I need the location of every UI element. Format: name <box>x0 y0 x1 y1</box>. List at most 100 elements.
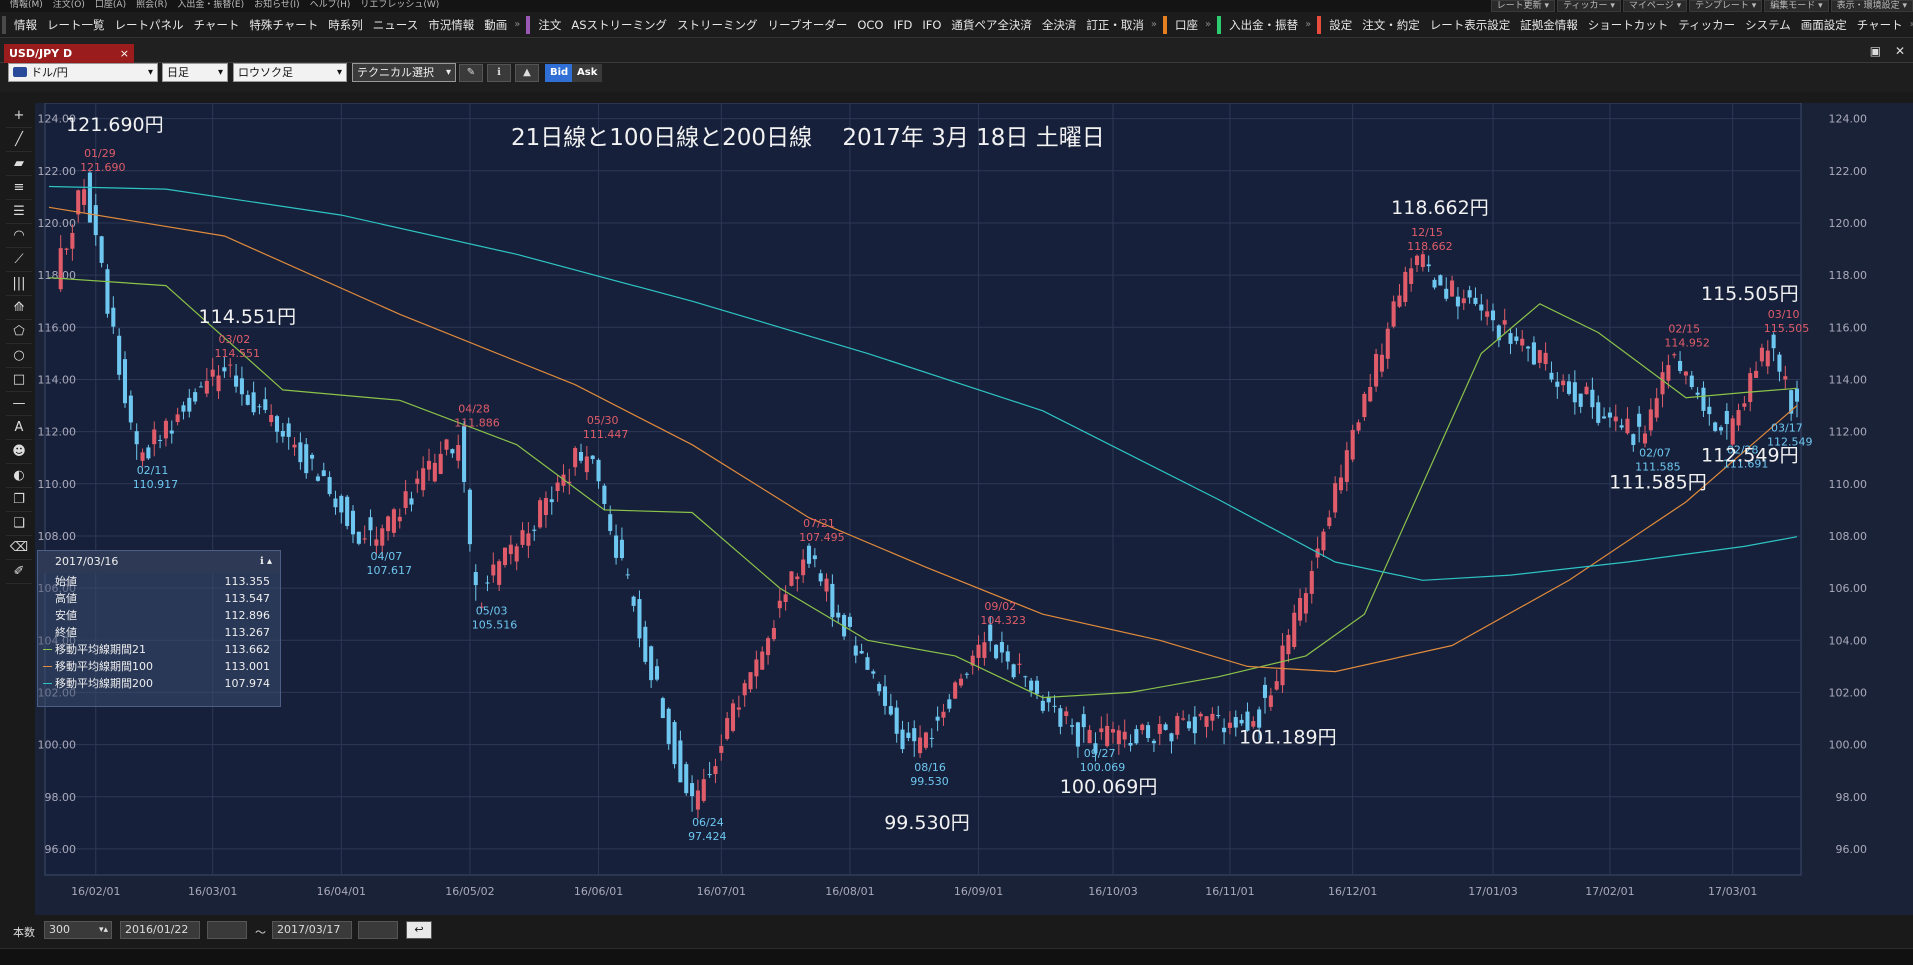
toolbar-button[interactable]: IFO <box>922 17 942 32</box>
toolbar-button[interactable]: 動画 <box>484 17 508 32</box>
technical-select[interactable]: テクニカル選択 <box>352 63 456 82</box>
menu-item[interactable]: 入出金・振替(E) <box>177 0 245 10</box>
toolbar-more-icon[interactable]: » <box>1205 19 1212 30</box>
toolbar-button[interactable]: 注文 <box>538 17 562 32</box>
spin-icon[interactable]: ▾▴ <box>98 925 108 935</box>
menu-right-item[interactable]: 編集モード ▾ <box>1764 0 1829 12</box>
menu-right-item[interactable]: ティッカー ▾ <box>1557 0 1621 12</box>
area-chart-icon[interactable]: ▲ <box>515 64 539 82</box>
to-extra-field[interactable] <box>358 921 398 939</box>
pentagon-icon[interactable]: ⬠ <box>6 320 32 344</box>
menu-right-item[interactable]: レート更新 ▾ <box>1490 0 1556 12</box>
maximize-icon[interactable]: ▣ <box>1869 44 1882 58</box>
toolbar-more-icon[interactable]: » <box>514 19 521 30</box>
toolbar-button[interactable]: ティッカー <box>1678 17 1736 32</box>
tab-close-icon[interactable]: × <box>119 47 129 60</box>
fan-icon[interactable]: ⟋ <box>6 248 32 272</box>
toolbar-button[interactable]: 入出金・振替 <box>1229 17 1299 32</box>
menu-right-item[interactable]: 表示・環境設定 ▾ <box>1830 0 1913 12</box>
menu-item[interactable]: 照会(R) <box>136 0 168 10</box>
toolbar-button[interactable]: 設定 <box>1329 17 1353 32</box>
toolbar-button[interactable]: 注文・約定 <box>1362 17 1420 32</box>
copy-icon[interactable]: ❐ <box>6 488 32 512</box>
toolbar-button[interactable]: 証拠金情報 <box>1520 17 1578 32</box>
ask-button[interactable]: Ask <box>572 64 603 82</box>
toolbar-button[interactable]: 訂正・取消 <box>1086 17 1144 32</box>
toolbar-button[interactable]: システム <box>1745 17 1791 32</box>
menu-right-item[interactable]: テンプレート ▾ <box>1689 0 1763 12</box>
menu-item[interactable]: お知らせ(I) <box>254 0 300 10</box>
bar-count-field[interactable]: 300 ▾▴ <box>44 921 112 939</box>
toolbar-button[interactable]: 全決済 <box>1041 17 1077 32</box>
menu-item[interactable]: 情報(M) <box>10 0 43 10</box>
draw-pen-icon[interactable]: ✎ <box>459 64 483 82</box>
toolbar-button[interactable]: ショートカット <box>1587 17 1669 32</box>
toolbar-button[interactable]: 画面設定 <box>1800 17 1847 32</box>
settings-icon[interactable]: ✐ <box>6 560 32 584</box>
close-window-icon[interactable]: ✕ <box>1894 44 1905 58</box>
info-panel-controls-icon[interactable]: ℹ ▴ <box>260 556 272 567</box>
from-date-field[interactable]: 2016/01/22 <box>120 921 200 939</box>
toolbar-button[interactable]: 時系列 <box>328 17 363 32</box>
refresh-icon[interactable]: ↩ <box>406 921 432 939</box>
toolbar-button[interactable]: レート表示設定 <box>1429 17 1511 32</box>
chart-style-select[interactable]: ロウソク足 <box>233 63 347 82</box>
tab-usd-jpy-d[interactable]: USD/JPY D × <box>4 44 134 63</box>
toolbar-button[interactable]: IFD <box>893 17 913 32</box>
toolbar-button[interactable]: チャート <box>193 17 240 32</box>
toolbar-button[interactable]: 情報 <box>14 17 37 32</box>
menu-item[interactable]: ヘルプ(H) <box>309 0 351 10</box>
candle-body <box>660 698 665 719</box>
menu-item[interactable]: 注文(O) <box>52 0 85 10</box>
pitchfork-icon[interactable]: ⟰ <box>6 296 32 320</box>
menu-item[interactable]: 口座(A) <box>94 0 127 10</box>
menu-item[interactable]: リエフレッシュ(W) <box>360 0 440 10</box>
toolbar-button[interactable]: 市況情報 <box>428 17 475 32</box>
toolbar-button[interactable]: 特殊チャート <box>249 17 319 32</box>
stamp-icon[interactable]: ☻ <box>6 440 32 464</box>
vertical-lines-icon[interactable]: ||| <box>6 272 32 296</box>
layers-icon[interactable]: ❏ <box>6 512 32 536</box>
rectangle-icon[interactable]: □ <box>6 368 32 392</box>
toolbar-button[interactable]: レートパネル <box>114 17 184 32</box>
toolbar-button[interactable]: OCO <box>857 17 884 32</box>
candle-body <box>491 564 496 576</box>
toolbar-button[interactable]: ASストリーミング <box>571 17 668 32</box>
menu-right-item[interactable]: マイページ ▾ <box>1622 0 1688 12</box>
toolbar-button[interactable]: 口座 <box>1175 17 1199 32</box>
from-extra-field[interactable] <box>207 921 247 939</box>
toolbar-button[interactable]: リーブオーダー <box>767 17 848 32</box>
eraser-icon[interactable]: ⌫ <box>6 536 32 560</box>
candle-body <box>1379 354 1384 372</box>
circle-icon[interactable]: ○ <box>6 344 32 368</box>
fibonacci-arc-icon[interactable]: ◠ <box>6 224 32 248</box>
candle-body <box>730 703 736 731</box>
ruler-icon[interactable]: ▰ <box>6 152 32 176</box>
toolbar-more-icon[interactable]: » <box>1150 19 1158 30</box>
bid-button[interactable]: Bid <box>545 64 574 82</box>
candle-body <box>1268 695 1273 707</box>
toolbar-button[interactable]: レート一覧 <box>47 17 105 32</box>
currency-pair-select[interactable]: ドル/円 <box>8 63 158 82</box>
text-icon[interactable]: A <box>6 416 32 440</box>
crosshair-icon[interactable]: + <box>6 104 32 128</box>
price-chart[interactable]: 124.00 124.00 122.00 122.00 120.00 120.00 118.… <box>35 102 1913 915</box>
info-row-value: 112.896 <box>224 609 271 622</box>
chart-area[interactable]: 124.00 124.00 122.00 122.00 120.00 120.00 118.… <box>35 102 1913 915</box>
magnet-icon[interactable]: ◐ <box>6 464 32 488</box>
toolbar-button[interactable]: ストリーミング <box>677 17 758 32</box>
period-select[interactable]: 日足 <box>162 63 228 82</box>
horizontal-lines-icon[interactable]: ≡ <box>6 176 32 200</box>
toolbar-more-icon[interactable]: » <box>1305 19 1312 30</box>
toolbar-button[interactable]: ニュース <box>372 17 419 32</box>
channel-icon[interactable]: ☰ <box>6 200 32 224</box>
hline-icon[interactable]: — <box>6 392 32 416</box>
toolbar-button[interactable]: 通貨ペア全決済 <box>951 17 1032 32</box>
to-date-field[interactable]: 2017/03/17 <box>272 921 352 939</box>
info-icon[interactable]: ℹ <box>487 64 511 82</box>
swing-value-label: 104.323 <box>980 614 1026 627</box>
toolbar-more-icon[interactable]: » <box>1908 19 1913 30</box>
bar-count-value: 300 <box>49 923 70 936</box>
toolbar-button[interactable]: チャート <box>1856 17 1903 32</box>
trendline-icon[interactable]: ╱ <box>6 128 32 152</box>
